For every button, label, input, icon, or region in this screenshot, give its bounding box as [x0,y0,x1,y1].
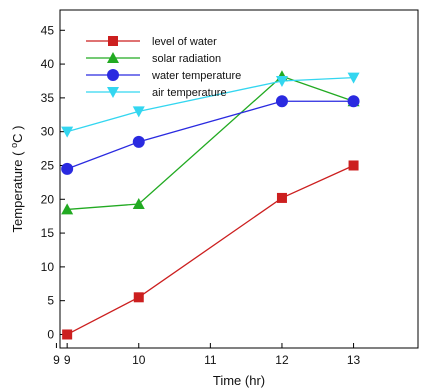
y-tick-label: 40 [41,57,55,71]
data-point-water-temperature [347,95,360,108]
series-line-level-of-water [66,164,354,336]
data-point-air-temperature [61,126,74,138]
legend: level of water solar radiation water tempe… [86,36,241,99]
legend-marker-solar-radiation [107,52,119,63]
legend-marker-water-temperature [107,69,119,81]
y-tick-label: 20 [41,192,55,206]
legend-item-air-temperature: air temperature [86,87,227,99]
y-tick-label: 5 [47,294,54,308]
y-tick-label: 0 [47,327,54,341]
data-point-water-temperature [275,95,288,108]
legend-item-water-temperature: water temperature [86,69,241,82]
series-line-water-temperature [66,100,354,170]
y-tick-label: 25 [41,158,55,172]
x-tick-label: 13 [347,353,361,367]
y-tick-label: 10 [41,260,55,274]
y-tick-label: 30 [41,125,55,139]
data-point-air-temperature [275,75,288,87]
series-level-of-water [62,160,359,340]
data-point-air-temperature [132,106,145,118]
y-axis-label-degree: o [9,143,19,148]
data-point-water-temperature [61,162,74,175]
series-line-air-temperature [66,76,354,133]
x-tick-label: 12 [275,353,289,367]
x-tick-label: 9 [64,353,71,367]
data-point-solar-radiation [132,198,145,210]
series-water-temperature [61,95,360,175]
series-air-temperature [61,72,360,138]
y-tick-label: 15 [41,226,55,240]
data-point-solar-radiation [61,203,74,215]
data-point-water-temperature [132,135,145,148]
data-point-air-temperature [347,72,360,84]
y-axis-label: Temperature ( oC ) [9,126,25,233]
legend-marker-level-of-water [108,36,118,46]
plot-frame [59,9,419,349]
legend-marker-air-temperature [107,87,119,98]
series-line-solar-radiation [67,75,354,211]
y-axis-label-main: Temperature ( [10,148,25,233]
y-tick-label: 35 [41,91,55,105]
data-point-level-of-water [276,192,287,203]
legend-label: water temperature [151,70,241,82]
x-tick-label: 11 [204,353,217,367]
legend-label: air temperature [152,87,227,99]
y-axis-label-unit: C ) [10,126,25,143]
legend-item-level-of-water: level of water [86,36,217,48]
x-axis-label: Time (hr) [213,373,265,388]
legend-label: solar radiation [152,53,221,65]
x-tick-label: 10 [132,353,146,367]
x-tick-label: 9 [53,353,60,367]
legend-label: level of water [152,36,217,48]
data-point-level-of-water [133,292,144,303]
data-point-level-of-water [62,329,73,340]
y-tick-label: 45 [41,23,55,37]
legend-item-solar-radiation: solar radiation [86,52,221,65]
data-point-level-of-water [348,160,359,171]
